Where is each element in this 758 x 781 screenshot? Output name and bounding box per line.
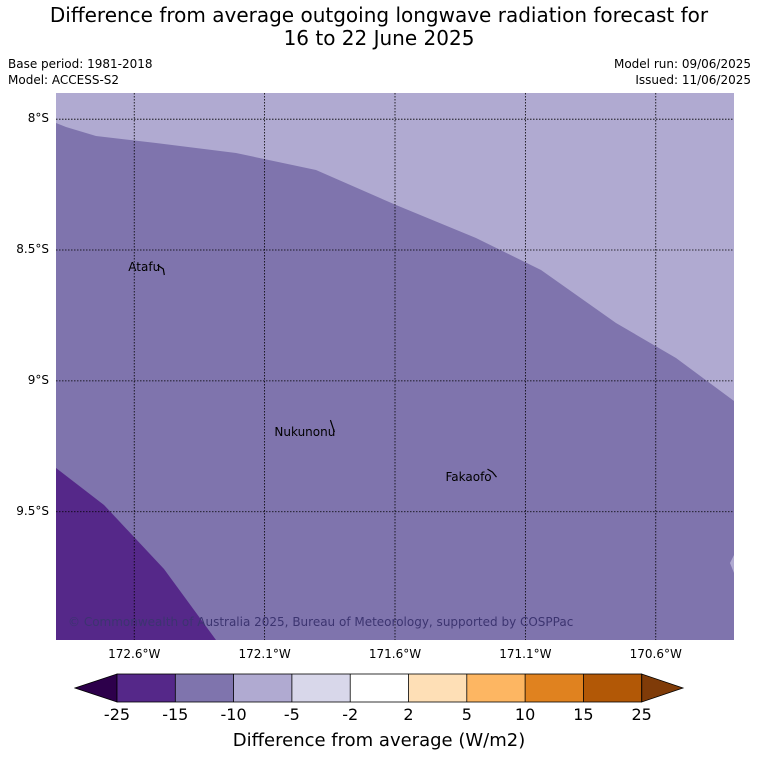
meta-left: Base period: 1981-2018 Model: ACCESS-S2 xyxy=(8,56,153,88)
graticule xyxy=(56,93,734,640)
colorbar-frame xyxy=(116,673,643,703)
copyright-text: © Commonwealth of Australia 2025, Bureau… xyxy=(68,615,573,629)
colorbar-tick-label: 15 xyxy=(573,705,594,724)
lat-tick-label: 9.5°S xyxy=(16,503,49,518)
base-period: Base period: 1981-2018 xyxy=(8,57,153,71)
colorbar-tick-label: 5 xyxy=(461,705,472,724)
title-line-2: 16 to 22 June 2025 xyxy=(283,26,475,50)
map-panel: Atafu Nukunonu Fakaofo © Commonwealth of A… xyxy=(56,93,734,640)
colorbar xyxy=(74,673,685,703)
colorbar-segment-1 xyxy=(175,674,234,702)
atoll-outline-nukunonu xyxy=(329,419,335,433)
colorbar-tick-label: -25 xyxy=(103,705,131,724)
colorbar-tick-label: 10 xyxy=(514,705,536,724)
lon-tick-label: 172.6°W xyxy=(108,647,161,661)
colorbar-under-arrow xyxy=(74,673,118,703)
colorbar-tick-label: -10 xyxy=(220,705,247,724)
atoll-label-nukunonu: Nukunonu xyxy=(274,425,335,439)
colorbar-tick-label: 2 xyxy=(403,705,414,724)
meta-right: Model run: 09/06/2025 Issued: 11/06/2025 xyxy=(614,56,751,88)
title-line-1: Difference from average outgoing longwav… xyxy=(49,3,709,27)
region-light-notch xyxy=(730,555,734,573)
lon-tick-label: 171.6°W xyxy=(368,647,422,661)
lat-tick-label: 9°S xyxy=(27,372,49,387)
atoll-outline-fakaofo xyxy=(487,468,497,478)
model-run: Model run: 09/06/2025 xyxy=(613,57,751,71)
colorbar-segment-4 xyxy=(350,674,409,702)
atoll-label-fakaofo: Fakaofo xyxy=(445,470,491,484)
colorbar-tick-label: -15 xyxy=(162,705,189,724)
colorbar-segment-6 xyxy=(466,674,526,702)
colorbar-over-arrow xyxy=(641,673,685,703)
colorbar-tick-label: -5 xyxy=(283,705,300,724)
lon-tick-label: 172.1°W xyxy=(238,647,291,661)
colorbar-tick-label: 25 xyxy=(631,705,652,724)
colorbar-segment-0 xyxy=(117,674,176,702)
colorbar-tick-label: -2 xyxy=(342,705,359,724)
colorbar-label: Difference from average (W/m2) xyxy=(232,730,526,751)
atoll-label-atafu: Atafu xyxy=(128,260,160,274)
atoll-outline-atafu xyxy=(156,264,165,276)
colorbar-segment-5 xyxy=(408,674,467,702)
colorbar-segment-8 xyxy=(583,674,642,702)
issued-date: Issued: 11/06/2025 xyxy=(635,73,751,87)
chart-title: Difference from average outgoing longwav… xyxy=(0,4,758,50)
lat-tick-label: 8°S xyxy=(27,111,49,126)
colorbar-segment-2 xyxy=(233,674,292,702)
model-name: Model: ACCESS-S2 xyxy=(8,73,120,87)
lat-tick-label: 8.5°S xyxy=(16,242,49,257)
colorbar-segment-7 xyxy=(525,674,584,702)
lon-tick-label: 171.1°W xyxy=(499,647,552,661)
colorbar-segment-3 xyxy=(291,674,351,702)
atolls: Atafu Nukunonu Fakaofo xyxy=(128,260,497,484)
region-dark xyxy=(56,468,216,640)
lon-tick-label: 170.6°W xyxy=(629,647,682,661)
